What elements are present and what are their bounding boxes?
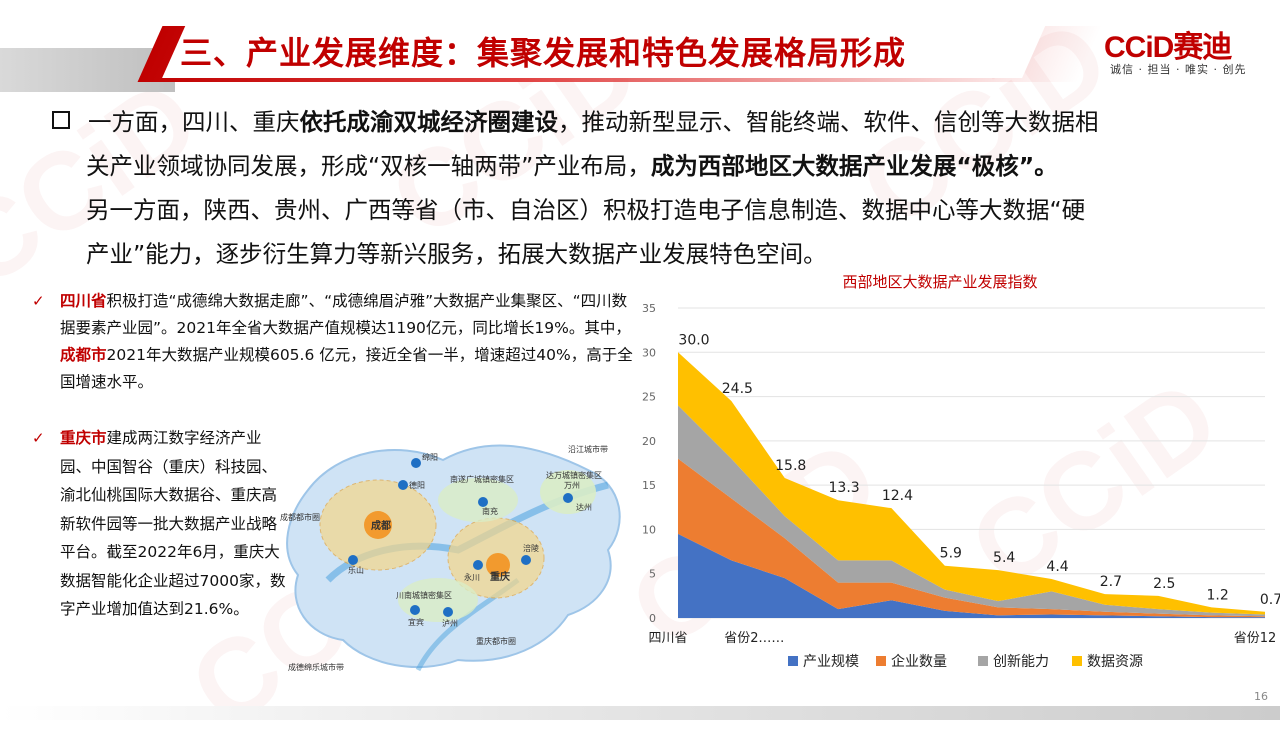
svg-text:成德绵乐城市带: 成德绵乐城市带 — [288, 662, 344, 672]
data-label: 15.8 — [775, 458, 806, 474]
area-series-创新能力 — [678, 405, 1265, 617]
svg-text:川南城镇密集区: 川南城镇密集区 — [396, 590, 452, 600]
legend-label: 产业规模 — [803, 654, 859, 670]
x-tick-label: 四川省 — [648, 631, 687, 646]
svg-text:乐山: 乐山 — [348, 565, 364, 575]
svg-text:成都都市圈: 成都都市圈 — [280, 512, 320, 522]
svg-text:重庆: 重庆 — [490, 570, 510, 583]
svg-text:达万城镇密集区: 达万城镇密集区 — [546, 470, 602, 480]
footer-bar — [0, 706, 1280, 720]
svg-text:绵阳: 绵阳 — [422, 452, 438, 462]
chongqing-text: 建成两江数字经济产业园、中国智谷（重庆）科技园、渝北仙桃国际大数据谷、重庆高新软… — [60, 429, 286, 618]
intro-paragraph: 一方面，四川、重庆依托成渝双城经济圈建设，推动新型显示、智能终端、软件、信创等大… — [52, 100, 1242, 276]
intro-emphasis: 依托成渝双城经济圈建设 — [299, 108, 559, 136]
svg-text:南充: 南充 — [482, 506, 498, 516]
legend-swatch — [1072, 656, 1082, 666]
area-series-数据资源 — [678, 352, 1265, 615]
svg-text:成都: 成都 — [371, 519, 391, 532]
y-axis-ticks: 0 5 10 15 20 25 30 35 — [642, 302, 656, 625]
legend-label: 创新能力 — [993, 654, 1049, 670]
chongqing-block: ✓ 重庆市建成两江数字经济产业园、中国智谷（重庆）科技园、渝北仙桃国际大数据谷、… — [32, 424, 292, 624]
legend-swatch — [978, 656, 988, 666]
legend-label: 企业数量 — [891, 653, 947, 670]
svg-text:涪陵: 涪陵 — [523, 543, 539, 553]
data-label: 24.5 — [722, 381, 753, 397]
intro-text: 关产业领域协同发展，形成“双核一轴两带”产业布局， — [86, 152, 651, 180]
sichuan-text: 2021年大数据产业规模605.6 亿元，接近全省一半，增速超过40%，高于全国… — [60, 346, 633, 391]
area-chart: 西部地区大数据产业发展指数 0 5 10 15 20 25 30 35 30.0 24.5 15.… — [642, 273, 1280, 670]
y-tick-label: 30 — [642, 346, 656, 359]
intro-text: 另一方面，陕西、贵州、广西等省（市、自治区）积极打造电子信息制造、数据中心等大数… — [86, 196, 1086, 224]
svg-text:永川: 永川 — [464, 572, 480, 582]
legend-swatch — [876, 656, 886, 666]
chart-areas — [678, 352, 1265, 618]
y-tick-label: 35 — [642, 302, 656, 315]
data-label: 4.4 — [1046, 559, 1068, 575]
y-tick-label: 0 — [649, 612, 656, 625]
data-labels: 30.0 24.5 15.8 13.3 12.4 5.9 5.4 4.4 2.7 2.5 1.2 0.… — [678, 332, 1280, 608]
legend-swatch — [788, 656, 798, 666]
intro-text: ，推动新型显示、智能终端、软件、信创等大数据相 — [558, 108, 1099, 136]
province-name: 四川省 — [60, 292, 107, 310]
svg-text:重庆都市圈: 重庆都市圈 — [476, 636, 516, 646]
page-number: 16 — [1254, 690, 1268, 703]
intro-text: 一方面，四川、重庆 — [88, 108, 300, 136]
y-tick-label: 5 — [649, 568, 656, 581]
checkmark-icon: ✓ — [32, 292, 45, 310]
logo-slogan: 诚信 · 担当 · 唯实 · 创先 — [1110, 63, 1247, 76]
svg-text:南遂广城镇密集区: 南遂广城镇密集区 — [450, 474, 514, 484]
sichuan-text: 积极打造“成德绵大数据走廊”、“成德绵眉泸雅”大数据产业集聚区、“四川数据要素产… — [60, 292, 631, 337]
svg-text:德阳: 德阳 — [409, 480, 425, 490]
x-axis-ticks: 四川省 省份2…… 省份12 — [648, 631, 1276, 646]
city-name: 重庆市 — [60, 429, 107, 447]
x-tick-label: …… — [758, 631, 784, 646]
data-label: 5.9 — [940, 546, 962, 562]
svg-text:达州: 达州 — [576, 502, 592, 512]
svg-text:泸州: 泸州 — [442, 618, 458, 628]
legend-label: 数据资源 — [1087, 654, 1143, 670]
svg-text:沿江城市带: 沿江城市带 — [568, 444, 608, 454]
y-tick-label: 20 — [642, 435, 656, 448]
intro-text: 产业”能力，逐步衍生算力等新兴服务，拓展大数据产业发展特色空间。 — [86, 240, 827, 268]
x-tick-label: 省份2 — [724, 631, 758, 646]
data-label: 5.4 — [993, 550, 1015, 566]
y-tick-label: 25 — [642, 391, 656, 404]
data-label: 1.2 — [1207, 587, 1229, 603]
ccid-logo: CCiD赛迪 — [1104, 31, 1232, 64]
y-tick-label: 10 — [642, 523, 656, 536]
area-series-企业数量 — [678, 458, 1265, 618]
chart-legend: 产业规模 企业数量 创新能力 数据资源 — [788, 653, 1143, 670]
data-label: 30.0 — [678, 332, 709, 348]
page-title: 三、产业发展维度：集聚发展和特色发展格局形成 — [180, 34, 907, 72]
data-label: 2.5 — [1153, 576, 1175, 592]
sichuan-block: ✓ 四川省积极打造“成德绵大数据走廊”、“成德绵眉泸雅”大数据产业集聚区、“四川… — [32, 288, 640, 396]
data-label: 13.3 — [829, 480, 860, 496]
svg-text:万州: 万州 — [564, 481, 580, 490]
square-bullet-icon — [52, 111, 70, 129]
area-series-产业规模 — [678, 533, 1265, 618]
y-tick-label: 15 — [642, 479, 656, 492]
x-tick-label: 省份12 — [1234, 631, 1277, 646]
intro-emphasis: 成为西部地区大数据产业发展“极核”。 — [650, 152, 1058, 180]
checkmark-icon: ✓ — [32, 429, 45, 447]
data-label: 12.4 — [882, 488, 913, 504]
svg-text:宜宾: 宜宾 — [408, 617, 424, 627]
data-label: 0.7 — [1260, 592, 1280, 608]
city-name: 成都市 — [60, 346, 107, 364]
data-label: 2.7 — [1100, 574, 1122, 590]
chart-title: 西部地区大数据产业发展指数 — [842, 273, 1037, 291]
